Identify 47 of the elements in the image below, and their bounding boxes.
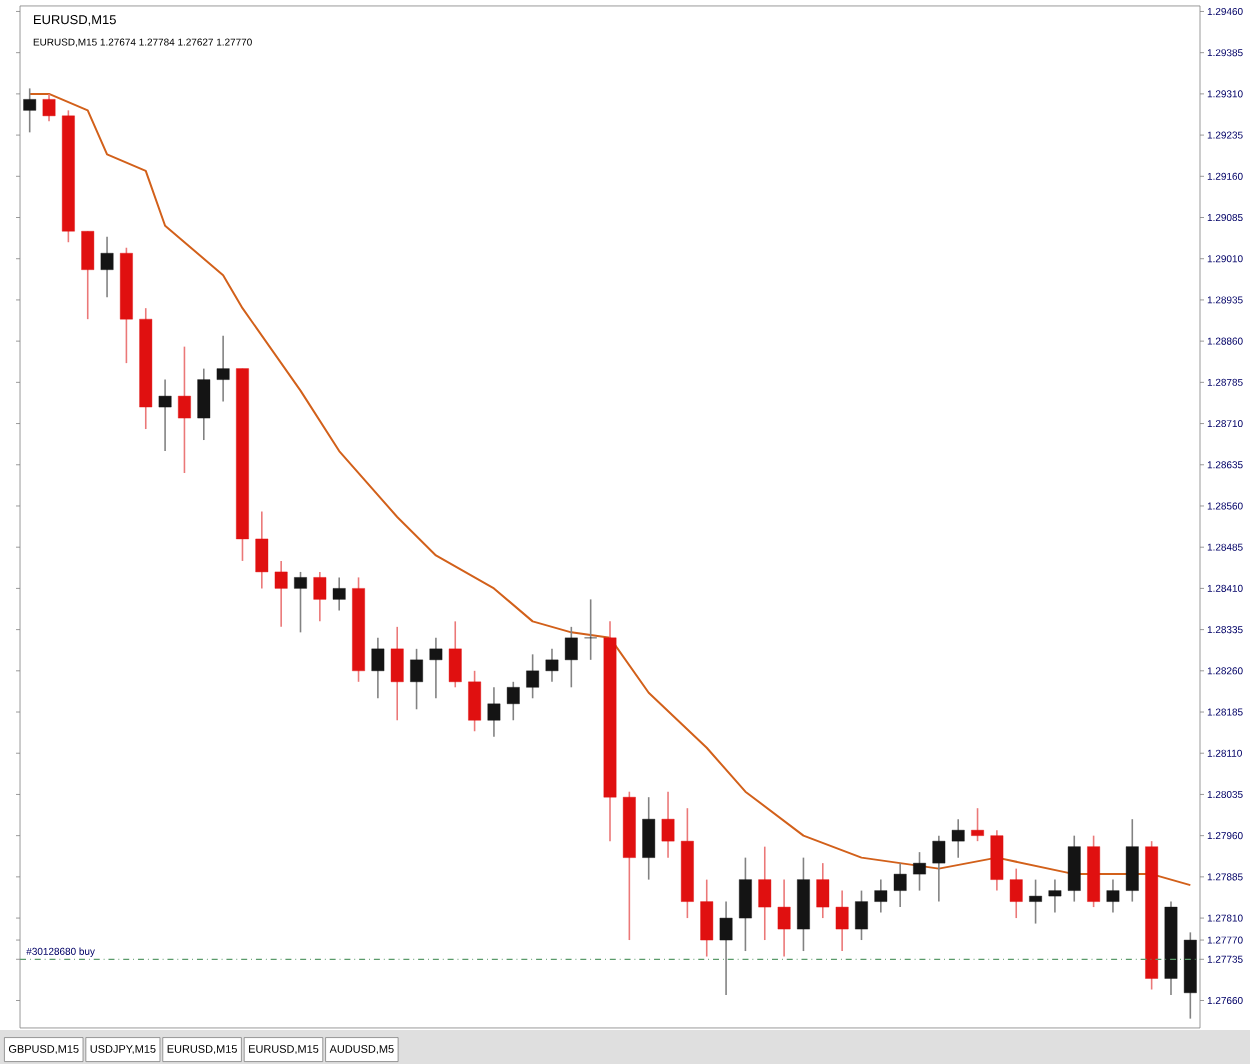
candlestick bbox=[545, 648, 559, 683]
candlestick bbox=[971, 807, 984, 842]
candlestick bbox=[1048, 878, 1062, 914]
candlestick bbox=[332, 576, 346, 612]
candlestick bbox=[506, 681, 520, 722]
candlestick bbox=[468, 670, 481, 733]
candlestick bbox=[197, 367, 211, 441]
candlestick bbox=[661, 790, 675, 859]
candlestick bbox=[178, 345, 191, 474]
candlestick bbox=[913, 851, 926, 892]
candlestick bbox=[526, 653, 540, 700]
candlestick bbox=[1029, 878, 1042, 925]
candlestick bbox=[564, 626, 578, 689]
candlestick bbox=[1106, 878, 1120, 914]
candlestick bbox=[835, 889, 849, 952]
candlestick bbox=[81, 230, 95, 320]
candlestick bbox=[777, 878, 791, 958]
candlestick bbox=[1067, 834, 1081, 903]
candlestick bbox=[255, 510, 269, 590]
candlestick bbox=[990, 829, 1004, 892]
candlestick bbox=[410, 648, 423, 711]
candlestick bbox=[855, 889, 868, 941]
candlestick bbox=[313, 571, 327, 623]
candlestick bbox=[1125, 818, 1139, 903]
candlestick bbox=[274, 560, 288, 628]
candlestick bbox=[874, 878, 888, 914]
candlestick bbox=[951, 818, 965, 859]
candlestick bbox=[816, 862, 830, 919]
candlestick bbox=[642, 796, 656, 881]
candlestick bbox=[932, 834, 946, 903]
candlestick bbox=[158, 378, 172, 452]
candlestick bbox=[371, 637, 385, 700]
candlestick bbox=[42, 93, 56, 123]
candlestick bbox=[100, 235, 114, 298]
candlestick bbox=[700, 878, 714, 958]
candlestick bbox=[390, 626, 404, 722]
candlestick bbox=[893, 862, 907, 908]
candlestick bbox=[216, 334, 230, 403]
candlestick bbox=[448, 620, 462, 689]
candlestick bbox=[739, 856, 752, 952]
candlestick bbox=[429, 637, 443, 700]
candlestick bbox=[487, 686, 501, 738]
candlestick bbox=[1009, 867, 1023, 919]
candlestick bbox=[758, 845, 772, 941]
candlestick bbox=[294, 571, 307, 634]
candlestick bbox=[719, 900, 733, 996]
candlestick bbox=[584, 598, 598, 661]
